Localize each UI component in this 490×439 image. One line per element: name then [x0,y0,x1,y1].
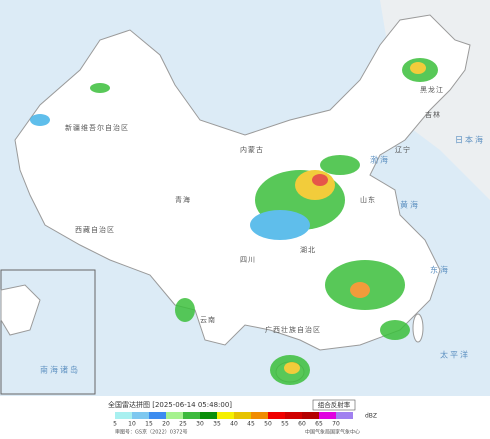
region-label: 青海 [175,195,191,204]
region-label: 黑龙江 [420,85,444,94]
sea-label: 太平洋 [440,350,470,360]
sea-label: 黄海 [400,200,420,210]
legend-value: 60 [298,421,306,428]
inset-land [0,284,41,336]
legend-value: 40 [230,421,238,428]
legend-unit: dBZ [365,413,377,420]
region-label: 西藏自治区 [75,225,115,234]
legend-value: 5 [113,421,117,428]
neighbor-land [0,0,490,200]
sea-label: 日本海 [455,135,485,145]
legend-swatch [217,412,234,419]
region-label: 新疆维吾尔自治区 [65,123,129,132]
region-label: 湖北 [300,245,316,254]
product-label: 组合反射率 [318,400,351,409]
legend-value: 30 [196,421,204,428]
legend-swatch [115,412,132,419]
legend-swatch [285,412,302,419]
sea-label: 渤海 [370,155,390,165]
legend-swatch [336,412,353,419]
legend-swatch [183,412,200,419]
region-label: 辽宁 [395,145,411,154]
sea-label: 南海诸岛 [40,365,80,375]
legend-value: 15 [145,421,153,428]
legend-value: 50 [264,421,272,428]
issuer: 中国气象局国家气象中心 [305,429,360,436]
region-label: 四川 [240,256,256,264]
legend-value: 35 [213,421,221,428]
legend-swatch [149,412,166,419]
legend-value: 70 [332,421,340,428]
legend-swatch [302,412,319,419]
legend-value: 20 [162,421,170,428]
legend-swatch [319,412,336,419]
region-label: 广西壮族自治区 [265,325,321,334]
legend-title: 全国雷达拼图 [2025-06-14 05:48:00] [108,400,232,409]
product-box [312,399,356,411]
legend-swatch [166,412,183,419]
sea-label: 东海 [430,265,450,275]
legend-value: 25 [179,421,187,428]
legend-value: 10 [128,421,136,428]
taiwan [412,313,424,343]
legend-value: 45 [247,421,255,428]
legend-value: 55 [281,421,289,428]
region-label: 吉林 [425,110,441,119]
legend-swatch [132,412,149,419]
legend-value: 65 [315,421,323,428]
region-label: 内蒙古 [240,145,264,154]
region-label: 山东 [360,195,376,204]
approval-number: 审图号：GS京（2022）0372号 [115,429,188,436]
legend-swatch [268,412,285,419]
region-label: 云南 [200,315,216,324]
legend-swatch [200,412,217,419]
radar-echoes [6,58,438,385]
legend-swatch [251,412,268,419]
legend-swatch [234,412,251,419]
